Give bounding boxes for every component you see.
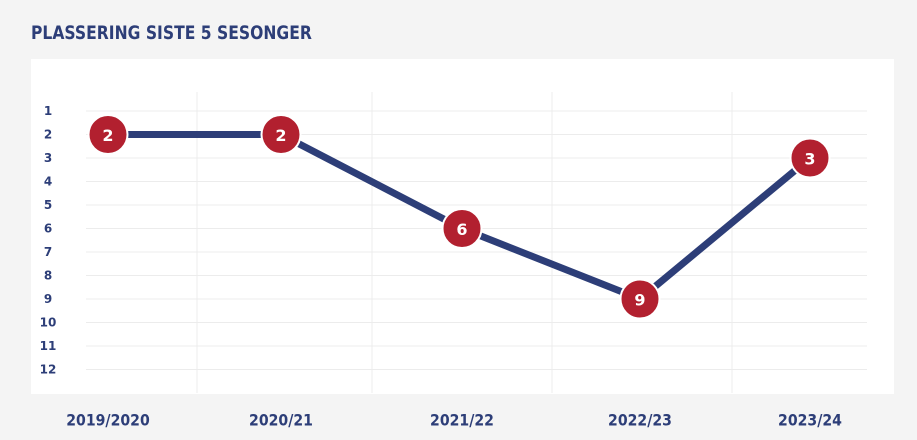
y-tick-label: 11: [40, 339, 57, 353]
page-title: PLASSERING SISTE 5 SESONGER: [31, 22, 312, 44]
y-tick-label: 10: [40, 316, 57, 330]
data-label: 2: [275, 126, 286, 145]
data-label: 9: [634, 291, 645, 310]
x-tick-label: 2021/22: [430, 410, 494, 429]
data-label: 3: [804, 150, 815, 169]
y-tick-label: 1: [44, 104, 52, 118]
data-point: [619, 278, 661, 320]
data-point: [789, 137, 831, 179]
x-tick-label: 2022/23: [608, 410, 672, 429]
x-tick-label: 2019/2020: [66, 410, 149, 429]
y-tick-label: 2: [44, 128, 52, 142]
y-tick-label: 8: [44, 269, 52, 283]
y-tick-label: 12: [40, 363, 57, 377]
y-tick-label: 9: [44, 292, 52, 306]
data-point: [441, 208, 483, 249]
y-tick-label: 3: [44, 151, 52, 165]
data-point: [87, 114, 129, 155]
data-label: 2: [102, 126, 113, 145]
data-point: [260, 114, 302, 155]
x-tick-label: 2020/21: [249, 410, 313, 429]
y-tick-label: 4: [44, 175, 52, 189]
y-tick-label: 6: [44, 222, 52, 236]
x-tick-label: 2023/24: [778, 410, 842, 429]
y-tick-label: 5: [44, 198, 52, 212]
y-tick-label: 7: [44, 245, 52, 259]
data-label: 6: [456, 220, 467, 239]
